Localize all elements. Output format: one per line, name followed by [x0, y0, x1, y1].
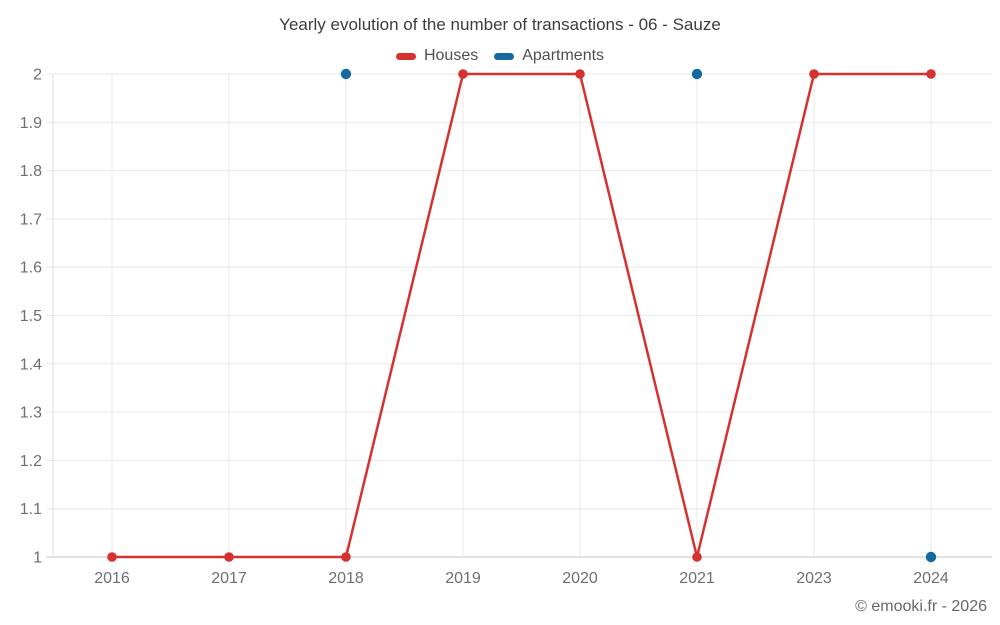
- x-gridlines-and-labels: 2016 2017 2018 2019 2020 2021 2023 2024: [94, 74, 949, 587]
- y-axis-tick-label: 1.9: [20, 115, 42, 132]
- houses-data-point: [224, 552, 234, 562]
- x-axis-tick-label: 2017: [211, 570, 247, 587]
- y-axis-tick-label: 1.1: [20, 501, 42, 518]
- legend-item-apartments[interactable]: Apartments: [494, 47, 604, 65]
- y-axis-tick-label: 1.5: [20, 308, 42, 325]
- houses-legend-label: Houses: [423, 47, 479, 64]
- y-axis-tick-label: 1.8: [20, 163, 42, 180]
- houses-data-point: [341, 552, 351, 562]
- houses-data-point: [692, 552, 702, 562]
- legend: Houses Apartments: [0, 47, 1000, 65]
- x-axis-tick-label: 2020: [562, 570, 598, 587]
- y-axis-tick-label: 1: [33, 550, 42, 567]
- apartments-data-point: [340, 68, 352, 80]
- y-axis-tick-label: 1.7: [20, 211, 42, 228]
- houses-data-point: [575, 69, 585, 79]
- houses-series-swatch-icon: [395, 52, 416, 60]
- apartments-series-swatch-icon: [494, 52, 515, 60]
- x-axis-tick-label: 2019: [445, 570, 481, 587]
- houses-data-point: [458, 69, 468, 79]
- copyright-footer: © emooki.fr - 2026: [855, 598, 987, 615]
- houses-series: [107, 69, 936, 562]
- x-axis-tick-label: 2023: [796, 570, 832, 587]
- houses-line: [112, 72, 931, 559]
- x-axis-tick-label: 2018: [328, 570, 364, 587]
- y-axis-tick-label: 1.2: [20, 453, 42, 470]
- apartments-legend-label: Apartments: [522, 47, 605, 64]
- houses-data-point: [809, 69, 819, 79]
- y-axis-tick-label: 1.3: [20, 405, 42, 422]
- apartments-series: [340, 68, 937, 563]
- legend-item-houses[interactable]: Houses: [395, 47, 479, 65]
- chart-title: Yearly evolution of the number of transa…: [279, 15, 721, 34]
- x-axis-tick-label: 2024: [913, 570, 949, 587]
- y-axis-tick-label: 1.6: [20, 260, 42, 277]
- x-axis-tick-label: 2016: [94, 570, 130, 587]
- houses-data-point: [107, 552, 117, 562]
- y-axis-tick-label: 1.4: [20, 356, 42, 373]
- x-axis-tick-label: 2021: [679, 570, 715, 587]
- y-axis-tick-label: 2: [33, 67, 42, 84]
- apartments-data-point: [925, 551, 937, 563]
- apartments-data-point: [691, 68, 703, 80]
- y-gridlines-and-labels: 1 1.1 1.2 1.3 1.4 1.5 1.6 1.7 1.8 1.9 2: [20, 67, 992, 567]
- houses-data-point: [926, 69, 936, 79]
